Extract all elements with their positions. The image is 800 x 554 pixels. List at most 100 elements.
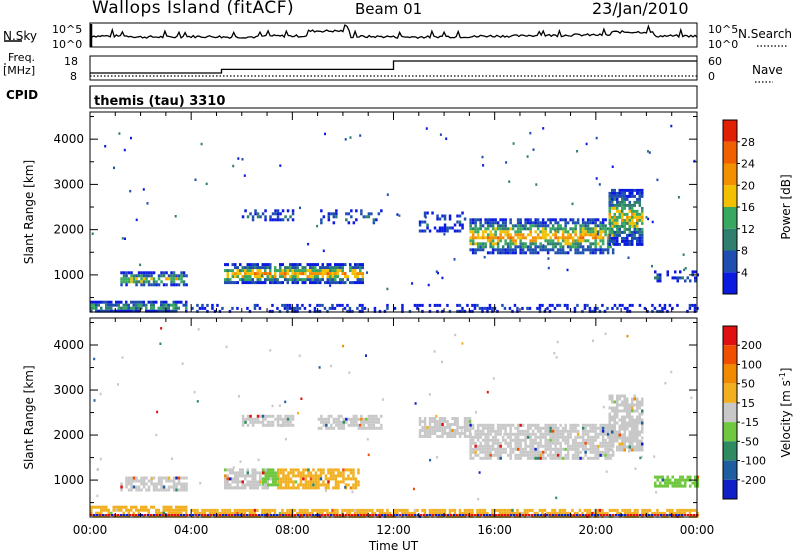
x-tick-label-0: 00:00	[73, 523, 108, 537]
velocity-region-9	[608, 394, 644, 452]
power-colorbar-seg-5	[723, 228, 737, 251]
power-region-5	[418, 211, 467, 233]
velocity-colorbar-seg-8	[723, 479, 737, 499]
velocity-ytick-label-3: 4000	[53, 338, 84, 352]
noise-left-tick-bottom: 10^0	[52, 38, 82, 51]
power-colorbar-tick-2: 12	[741, 223, 755, 236]
freq-panel-frame	[89, 55, 698, 81]
freq-series-line	[90, 60, 697, 74]
velocity-colorbar-tick-4: -15	[741, 416, 759, 429]
velocity-ytick-label-0: 1000	[53, 473, 84, 487]
velocity-region-10	[654, 475, 699, 488]
power-colorbar-tick-4: 20	[741, 179, 755, 192]
x-tick-label-6: 00:00	[680, 523, 715, 537]
power-ytick-label-1: 2000	[53, 223, 84, 237]
velocity-colorbar-seg-7	[723, 460, 737, 480]
freq-left-tick-top: 18	[64, 55, 78, 68]
power-colorbar-tick-5: 24	[741, 158, 755, 171]
power-region-8	[654, 270, 699, 283]
nsky-series-line	[89, 24, 698, 39]
velocity-colorbar-seg-3	[723, 383, 737, 403]
velocity-region-11	[191, 508, 699, 518]
power-colorbar-seg-0	[723, 120, 737, 142]
velocity-ytick-label-2: 3000	[53, 383, 84, 397]
velocity-region-1	[120, 476, 188, 492]
power-region-6	[469, 218, 615, 255]
power-data-group	[90, 124, 699, 313]
x-tick-label-2: 08:00	[275, 523, 310, 537]
velocity-colorbar-seg-6	[723, 441, 737, 461]
x-axis-label: Time UT	[368, 539, 419, 553]
velocity-region-4	[277, 468, 360, 490]
cpid-label: CPID	[6, 88, 39, 102]
power-colorbar-label: Power [dB]	[779, 174, 793, 239]
velocity-colorbar-label: Velocity [m s-1]	[778, 368, 793, 458]
velocity-colorbar-seg-2	[723, 364, 737, 384]
velocity-ylabel: Slant Range [km]	[22, 365, 36, 469]
noise-left-tick-top: 10^5	[52, 23, 82, 36]
x-tick-label-1: 04:00	[174, 523, 209, 537]
velocity-colorbar-seg-1	[723, 345, 737, 365]
x-tick-label-3: 12:00	[376, 523, 411, 537]
velocity-colorbar-tick-5: -50	[741, 435, 759, 448]
velocity-colorbar-tick-1: 100	[741, 358, 762, 371]
freq-unit-label: [MHz]	[3, 64, 36, 77]
nsky-label: N.Sky	[3, 29, 38, 43]
cpid-text: themis (tau) 3310	[94, 94, 226, 109]
power-colorbar-tick-6: 28	[741, 136, 755, 149]
power-colorbar-tick-1: 8	[741, 245, 748, 258]
power-ytick-label-0: 1000	[53, 268, 84, 282]
velocity-colorbar-seg-4	[723, 402, 737, 423]
power-colorbar-tick-0: 4	[741, 266, 748, 279]
freq-left-tick-bottom: 8	[70, 70, 77, 83]
station-title: Wallops Island (fitACF)	[92, 0, 295, 18]
velocity-region-5	[241, 414, 295, 427]
freq-label: Freq.	[8, 51, 36, 64]
velocity-region-2	[224, 468, 269, 490]
velocity-region-0	[90, 505, 188, 518]
power-region-3	[241, 209, 295, 222]
power-ytick-label-2: 3000	[53, 177, 84, 191]
velocity-colorbar-seg-5	[723, 422, 737, 442]
velocity-colorbar-tick-0: 200	[741, 339, 762, 352]
power-colorbar-seg-1	[723, 141, 737, 164]
power-region-7	[608, 188, 644, 246]
power-colorbar-seg-7	[723, 272, 737, 295]
date-label: 23/Jan/2010	[592, 0, 689, 18]
velocity-data-group	[90, 327, 699, 518]
nsearch-label: N.Search	[738, 27, 793, 41]
nave-right-tick-top: 60	[708, 55, 722, 68]
noise-panel-frame	[89, 22, 698, 48]
velocity-colorbar-frame	[722, 325, 738, 500]
velocity-region-8	[469, 423, 615, 460]
power-colorbar-seg-2	[723, 163, 737, 186]
x-tick-label-4: 16:00	[477, 523, 512, 537]
velocity-colorbar-seg-0	[723, 326, 737, 346]
beam-label: Beam 01	[355, 0, 423, 18]
nave-label: Nave	[752, 63, 783, 77]
power-region-1	[120, 271, 188, 287]
x-tick-label-5: 20:00	[579, 523, 614, 537]
velocity-colorbar-tick-3: 15	[741, 397, 755, 410]
power-region-2	[224, 263, 364, 285]
power-colorbar-seg-4	[723, 207, 737, 229]
power-region-4	[320, 209, 383, 225]
velocity-scatter-points	[90, 327, 699, 516]
power-colorbar-seg-6	[723, 250, 737, 273]
noise-right-tick-bottom: 10^0	[708, 38, 738, 51]
noise-right-tick-top: 10^5	[708, 23, 738, 36]
power-colorbar-tick-3: 16	[741, 201, 755, 214]
power-region-0	[90, 300, 188, 313]
velocity-ytick-label-1: 2000	[53, 428, 84, 442]
nave-right-tick-bottom: 0	[708, 70, 715, 83]
power-colorbar-seg-3	[723, 185, 737, 208]
velocity-region-7	[418, 417, 472, 438]
power-region-9	[191, 303, 699, 313]
velocity-colorbar-tick-2: 50	[741, 378, 755, 391]
power-ylabel: Slant Range [km]	[22, 160, 36, 264]
velocity-colorbar-tick-7: -200	[741, 474, 766, 487]
velocity-region-6	[317, 414, 383, 430]
velocity-colorbar-tick-6: -100	[741, 455, 766, 468]
power-ytick-label-3: 4000	[53, 132, 84, 146]
